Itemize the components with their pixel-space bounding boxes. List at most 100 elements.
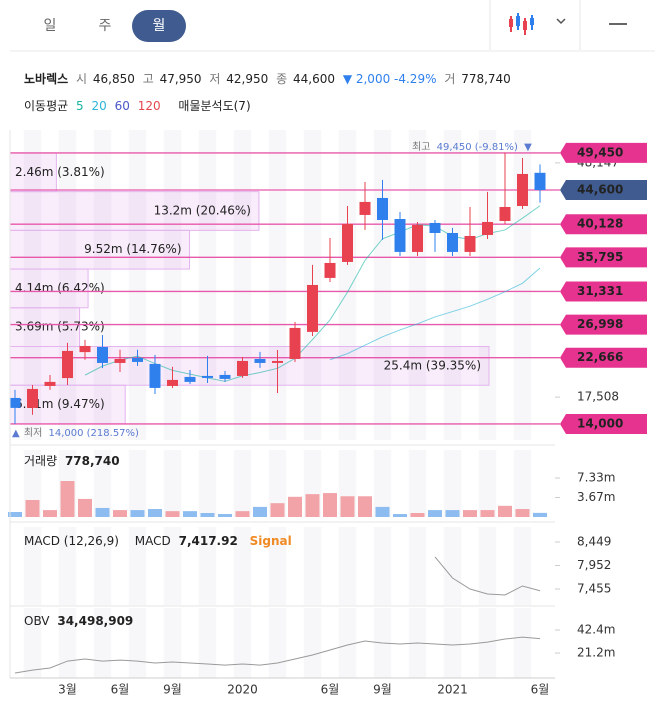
legend-entry: 5 (76, 99, 84, 113)
dropdown-chevron[interactable] (556, 18, 566, 25)
x-tick-label: 6월 (321, 683, 340, 697)
candle-body (482, 221, 493, 235)
volume-bar (200, 513, 215, 517)
stripe (198, 527, 217, 605)
candle-body (97, 346, 108, 363)
profile-label: 25.4m (39.35%) (384, 358, 481, 372)
stripe (373, 527, 392, 605)
level-tag (560, 347, 647, 368)
volume-bar (113, 510, 127, 517)
candle-body (342, 223, 353, 262)
legend-entry: 20 (91, 99, 106, 113)
profile-label: 3.69m (5.73%) (15, 320, 105, 334)
tab[interactable]: 일 (44, 18, 57, 34)
y-tick-label: 7.33m (577, 471, 615, 485)
icon-part (530, 18, 534, 25)
chart-type-icon[interactable] (509, 13, 534, 35)
pane-title: 거래량 778,740 (24, 454, 120, 468)
stripe (268, 527, 287, 605)
ma-line (84, 205, 541, 382)
volume-bar (235, 511, 250, 517)
stripe (23, 130, 42, 440)
high-note: 최고 49,450 (-9.81%) ▼ (412, 141, 532, 153)
quote-value: 46,850 (93, 72, 135, 86)
pane-title: MACD (12,26,9) MACD 7,417.92 Signal (24, 534, 292, 548)
stripe (58, 527, 77, 605)
note-label: 최고 (412, 141, 430, 153)
stripe (408, 130, 427, 440)
level-tag (560, 413, 647, 434)
candle-body (254, 358, 266, 363)
legend-entry: Signal (250, 534, 292, 548)
candle-body (114, 358, 126, 363)
price-change: ▼ 2,000 -4.29% (343, 72, 437, 86)
stripe (198, 608, 217, 678)
note-label: 최저 (24, 427, 42, 439)
candle-body (272, 360, 283, 363)
level-label: 40,128 (577, 217, 623, 231)
tab[interactable]: 월 (153, 18, 166, 34)
stripe (163, 130, 182, 440)
level-label: 49,450 (577, 145, 623, 159)
y-tick-label: 7,952 (577, 558, 611, 572)
active-tab-pill (132, 10, 186, 42)
level-label: 31,331 (577, 284, 623, 298)
level-label: 26,998 (577, 317, 623, 331)
volume-bar (270, 503, 285, 517)
stripe (163, 450, 182, 517)
candle-body (464, 235, 476, 252)
volume-bar (480, 510, 495, 517)
stripe (268, 450, 287, 517)
y-tick-label: 3.67m (577, 490, 615, 504)
stripe (93, 450, 112, 517)
stock-name: 노바렉스 (24, 71, 68, 86)
volume-bar (375, 506, 390, 517)
stripe (478, 608, 497, 678)
indicator-line: 이동평균 5 20 60 120 매물분석도(7) (24, 99, 251, 113)
stripe (163, 608, 182, 678)
profile-label: 13.2m (20.46%) (154, 204, 251, 218)
candle-body (307, 284, 318, 332)
volume-bar (445, 510, 460, 517)
tab[interactable]: 주 (99, 18, 112, 34)
volume-value: 778,740 (65, 454, 120, 468)
volume-bar (130, 510, 145, 517)
quote-label: 종 (276, 72, 287, 86)
candle-body (517, 173, 528, 206)
volume-bar (410, 513, 425, 517)
candle-body (359, 201, 371, 215)
stripe (163, 527, 182, 605)
stripe (373, 130, 392, 440)
quote-value: 44,600 (293, 72, 335, 86)
candle-body (79, 345, 91, 353)
stripe (513, 608, 532, 678)
low-note: ▲ 최저 14,000 (218.57%) (12, 427, 139, 439)
candle-body (237, 360, 248, 376)
candle-body (132, 357, 143, 362)
y-tick-label: 7,455 (577, 582, 611, 596)
icon-part (516, 16, 520, 26)
volume-bar (148, 509, 162, 517)
indicator-line (434, 556, 541, 596)
volume-bar (515, 509, 530, 517)
pane-title: OBV 34,498,909 (24, 614, 133, 628)
current-tag (560, 180, 647, 201)
quote-line: 노바렉스 시 46,850 고 47,950 저 42,950 종 44,600… (24, 71, 511, 86)
level-tag (560, 314, 647, 335)
profile-label: 2.46m (3.81%) (15, 165, 105, 179)
quote-label: 거 (444, 72, 455, 86)
stripe (338, 608, 357, 678)
volume-title: 거래량 (24, 454, 57, 468)
stripe (443, 450, 462, 517)
volume-bar (340, 496, 355, 517)
quote-value: 47,950 (160, 72, 202, 86)
note-text: 49,450 (-9.81%) (437, 142, 518, 153)
x-tick-label: 6월 (531, 683, 550, 697)
stripe (513, 450, 532, 517)
stripe (93, 527, 112, 605)
macd-value: 7,417.92 (179, 534, 238, 548)
stripe (478, 527, 497, 605)
x-tick-label: 6월 (111, 683, 130, 697)
quote-value: 42,950 (226, 72, 268, 86)
quote-value: 778,740 (461, 72, 511, 86)
